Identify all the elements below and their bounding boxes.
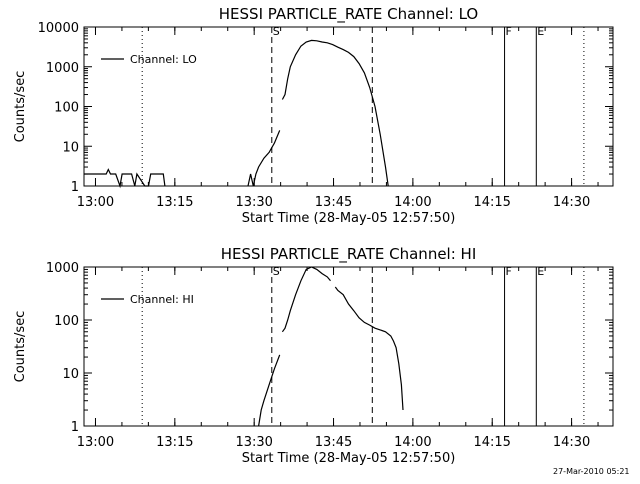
series-line [281, 266, 331, 333]
footer-timestamp: 27-Mar-2010 05:21 [553, 467, 630, 476]
x-tick-label: 14:30 [553, 435, 590, 450]
marker-label-S: S [273, 265, 280, 278]
y-tick-label: 10 [62, 367, 79, 382]
y-tick-label: 100 [54, 101, 79, 116]
x-tick-label: 13:15 [156, 435, 193, 450]
series-line [84, 168, 166, 189]
marker-label-S: S [273, 25, 280, 38]
marker-label-F: F [506, 25, 512, 38]
x-tick-label: 14:15 [473, 195, 510, 210]
plot-frame [83, 26, 614, 187]
marker-label-F: F [506, 265, 512, 278]
y-axis-label: Counts/sec [13, 311, 28, 383]
y-tick-label: 1 [71, 420, 79, 435]
marker-label-E: E [537, 25, 544, 38]
x-tick-label: 14:15 [473, 435, 510, 450]
y-tick-label: 100 [54, 314, 79, 329]
y-tick-label: 1000 [46, 61, 79, 76]
x-axis-label: Start Time (28-May-05 12:57:50) [242, 451, 456, 466]
series-line [247, 130, 281, 187]
x-tick-label: 13:45 [315, 195, 352, 210]
y-tick-label: 10 [62, 140, 79, 155]
y-tick-label: 1000 [46, 261, 79, 276]
x-tick-label: 14:30 [553, 195, 590, 210]
y-axis-label: Counts/sec [13, 71, 28, 143]
plot-frame [83, 266, 614, 427]
panel-hi: HESSI PARTICLE_RATE Channel: HI 1 10 100 100… [13, 245, 614, 466]
y-tick-label: 1 [71, 180, 79, 195]
series-line [281, 39, 389, 187]
x-tick-label: 13:00 [77, 435, 114, 450]
x-tick-label: 13:00 [77, 195, 114, 210]
x-tick-label: 14:00 [394, 435, 431, 450]
panel-lo: HESSI PARTICLE_RATE Channel: LO 1 10 100 100… [13, 5, 614, 226]
legend-label: Channel: LO [130, 53, 197, 66]
x-tick-label: 14:00 [394, 195, 431, 210]
x-tick-label: 13:45 [315, 435, 352, 450]
chart-title: HESSI PARTICLE_RATE Channel: LO [219, 5, 478, 24]
legend-label: Channel: HI [130, 293, 194, 306]
y-tick-label: 10000 [38, 21, 79, 36]
x-tick-label: 13:15 [156, 195, 193, 210]
x-tick-label: 13:30 [235, 435, 272, 450]
chart-title: HESSI PARTICLE_RATE Channel: HI [221, 245, 477, 264]
x-axis-label: Start Time (28-May-05 12:57:50) [242, 211, 456, 226]
marker-label-E: E [537, 265, 544, 278]
series-line [334, 286, 404, 411]
series-line [258, 354, 281, 427]
x-tick-label: 13:30 [235, 195, 272, 210]
